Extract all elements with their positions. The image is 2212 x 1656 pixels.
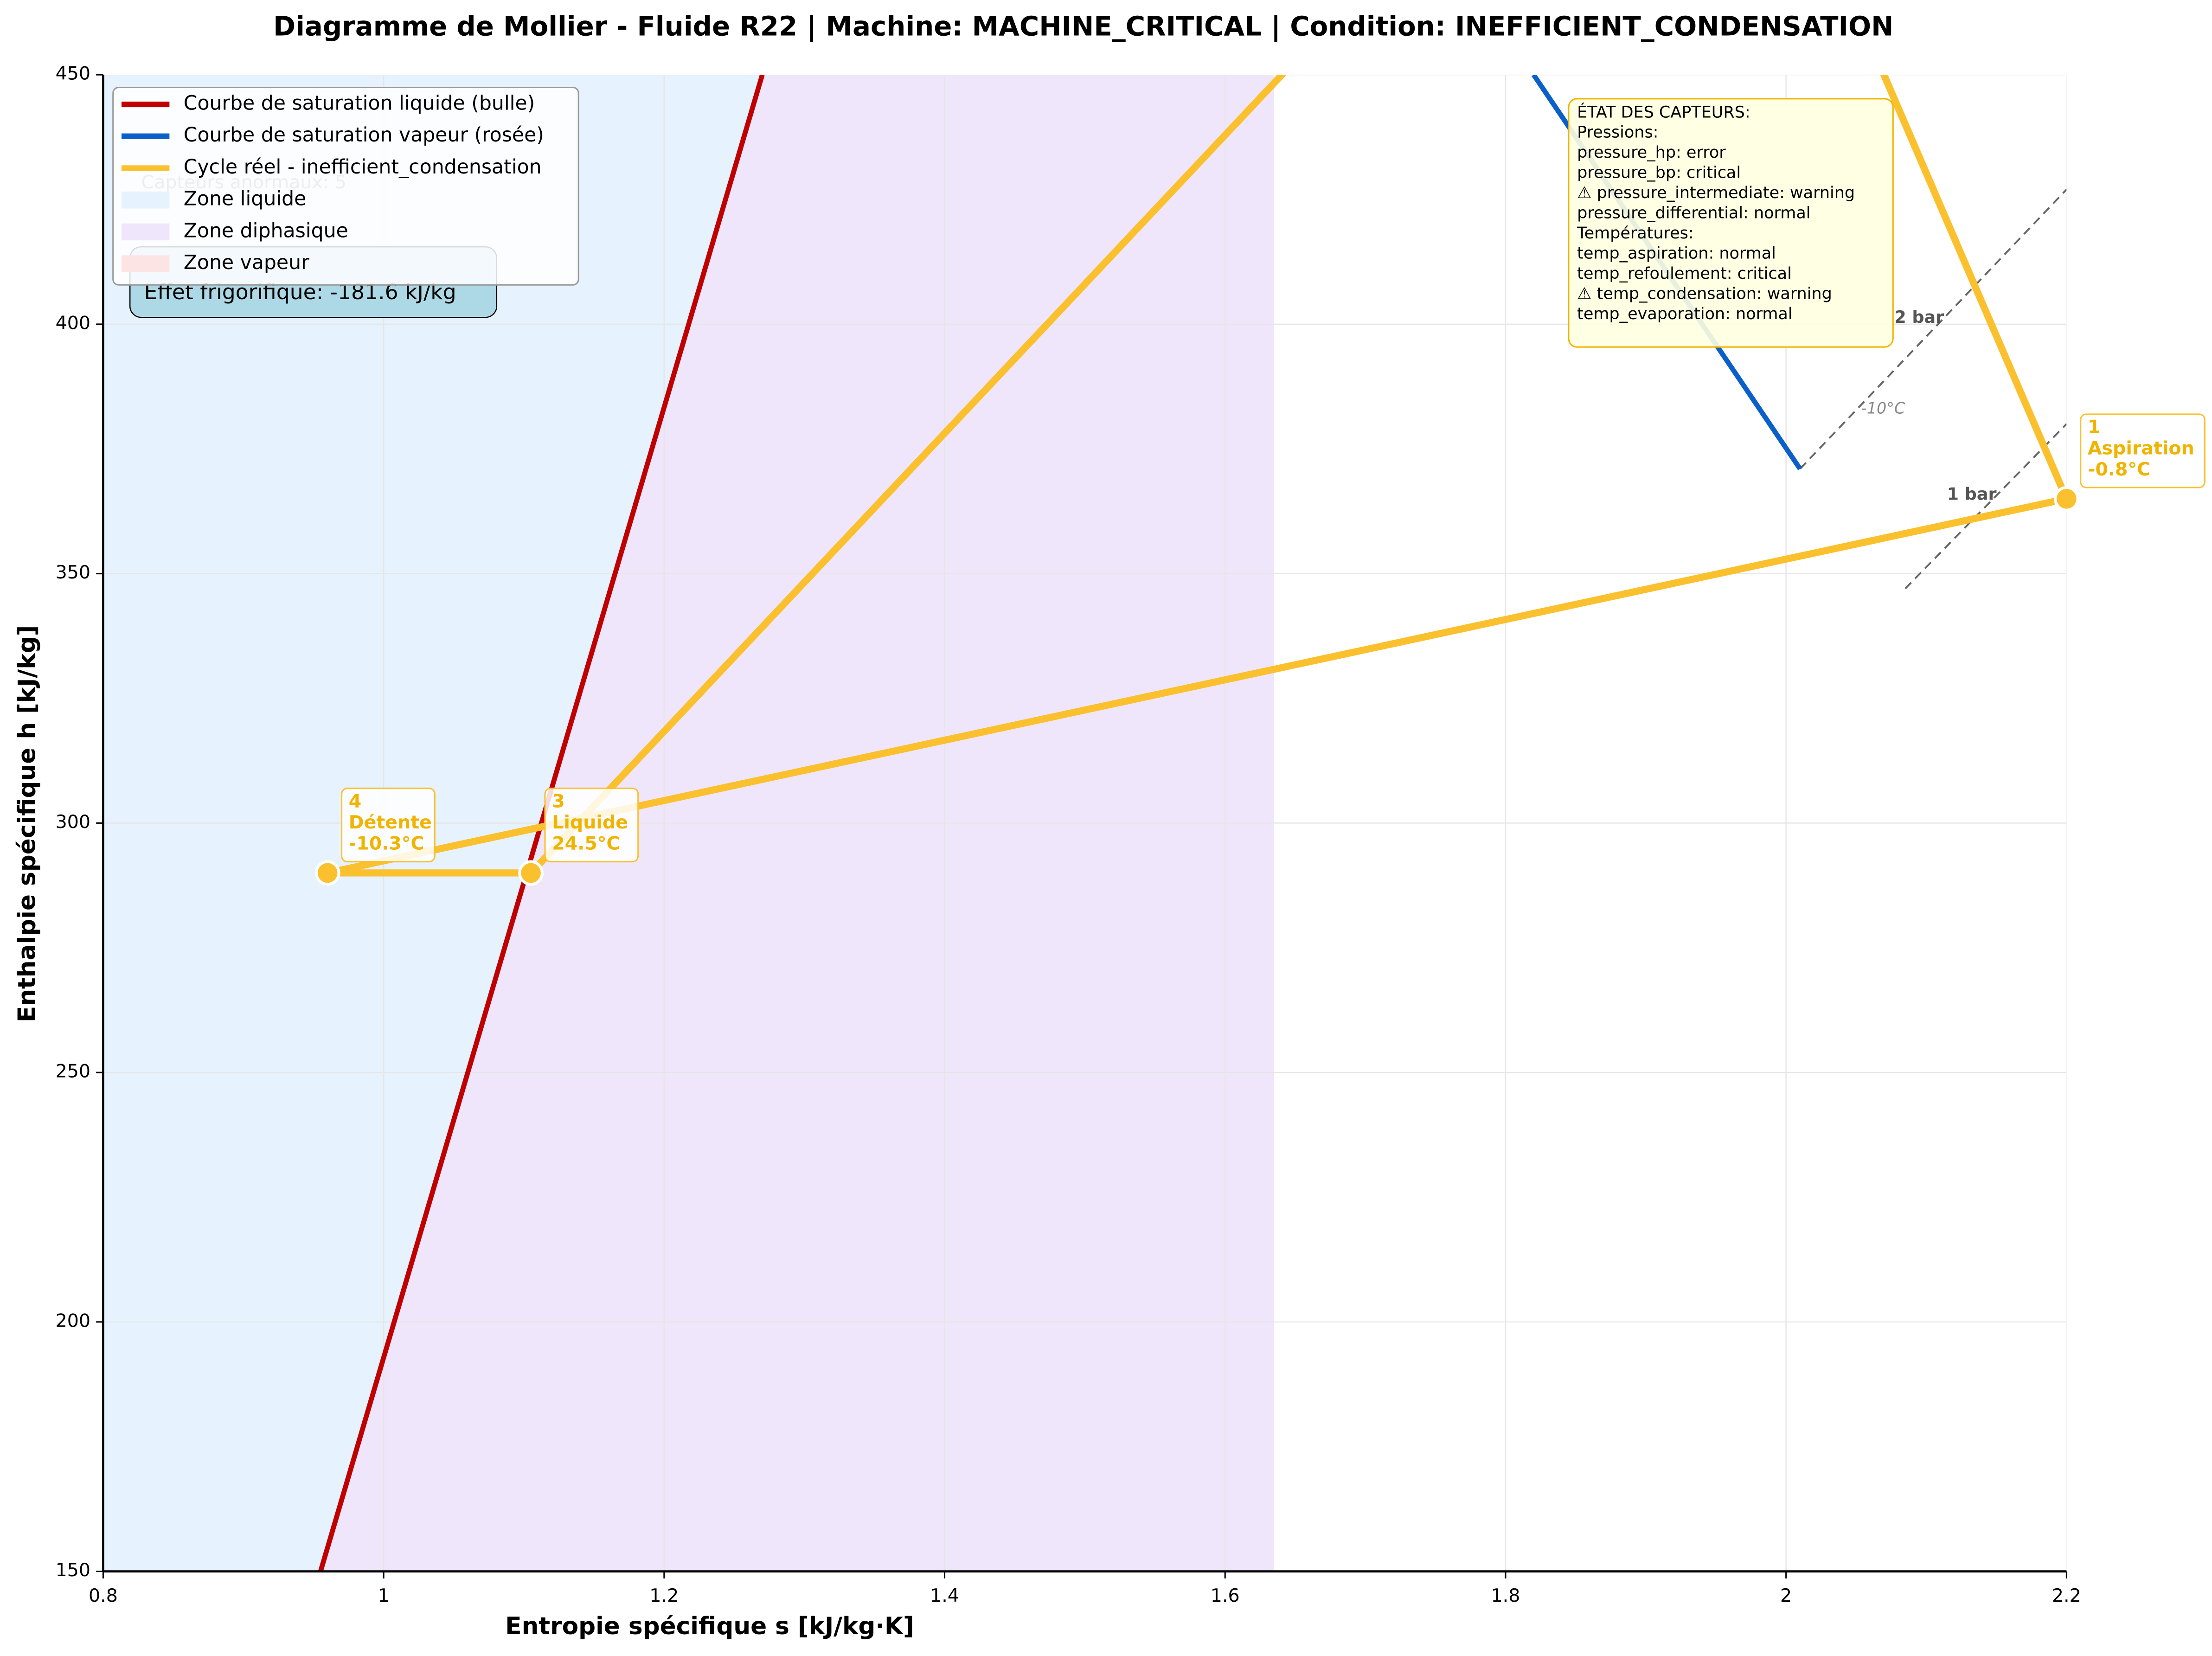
point-label-box (2080, 413, 2206, 488)
sensor-text: temp_evaporation: normal (1577, 305, 1792, 323)
x-tick-label: 1 (378, 1585, 390, 1606)
y-tick-label: 150 (56, 1560, 90, 1581)
isobar-label: 2 bar (1894, 307, 1944, 327)
x-tick-label: 1.8 (1491, 1585, 1520, 1606)
x-tick-label: 0.8 (89, 1585, 118, 1606)
sensor-text: pressure_bp: critical (1577, 164, 1741, 182)
saturation-curve (318, 75, 765, 1572)
sensor-text: Températures: (1577, 224, 1694, 243)
isotherm-label: -10°C (1861, 399, 1905, 417)
legend-box (112, 87, 579, 286)
x-tick-label: 1.2 (649, 1585, 679, 1606)
isobar (1904, 423, 2067, 590)
point-label: Aspiration (2088, 437, 2194, 459)
point-label: 24.5°C (552, 833, 620, 854)
x-tick-label: 2 (1780, 1585, 1792, 1606)
y-tick-label: 300 (56, 811, 90, 833)
legend-label: Courbe de saturation vapeur (rosée) (184, 123, 544, 147)
sensor-text: pressure_hp: error (1577, 143, 1726, 162)
sensor-text: ÉTAT DES CAPTEURS: (1577, 102, 1750, 122)
sensor-text: Pressions: (1577, 123, 1658, 142)
cycle-point (2053, 486, 2079, 512)
sensor-text: ⚠ pressure_intermediate: warning (1577, 184, 1855, 202)
sensor-text: ⚠ temp_condensation: warning (1577, 285, 1832, 303)
legend-swatch (121, 255, 170, 272)
legend-label: Zone vapeur (184, 251, 309, 274)
legend-label: Zone liquide (184, 187, 307, 211)
sensor-text: pressure_differential: normal (1577, 204, 1810, 223)
legend-swatch (121, 223, 170, 241)
y-tick-label: 450 (56, 63, 90, 84)
point-label: Détente (349, 812, 432, 833)
y-tick-label: 200 (56, 1310, 90, 1331)
isobar-label: 1 bar (1947, 484, 1997, 504)
x-tick-label: 2.2 (2052, 1585, 2081, 1606)
point-label: -0.8°C (2088, 459, 2150, 480)
point-label-box (341, 787, 436, 863)
sensor-box (1568, 98, 1894, 348)
y-axis-label: Enthalpie spécifique h [kJ/kg] (13, 625, 41, 1022)
legend-label: Courbe de saturation liquide (bulle) (184, 92, 535, 115)
point-label: 4 (349, 790, 362, 812)
cycle-point (518, 860, 544, 886)
point-label: -10.3°C (349, 833, 424, 854)
point-label-box (544, 787, 639, 863)
isobar (1799, 189, 2067, 470)
sensor-text: temp_refoulement: critical (1577, 264, 1792, 283)
sensor-text: temp_aspiration: normal (1577, 244, 1776, 263)
legend-label: Cycle réel - inefficient_condensation (184, 155, 542, 179)
point-label: 3 (552, 790, 565, 812)
chart-title: Diagramme de Mollier - Fluide R22 | Mach… (273, 10, 1893, 42)
y-tick-label: 250 (56, 1061, 90, 1082)
legend-swatch (121, 191, 170, 209)
x-tick-label: 1.6 (1211, 1585, 1240, 1606)
y-tick-label: 350 (56, 562, 90, 583)
y-tick-label: 400 (56, 312, 90, 334)
x-tick-label: 1.4 (930, 1585, 959, 1606)
point-label: 1 (2088, 417, 2101, 438)
point-label: Liquide (552, 812, 628, 833)
x-axis-label: Entropie spécifique s [kJ/kg·K] (505, 1612, 914, 1640)
legend-label: Zone diphasique (184, 219, 348, 242)
cycle-point (314, 860, 340, 886)
